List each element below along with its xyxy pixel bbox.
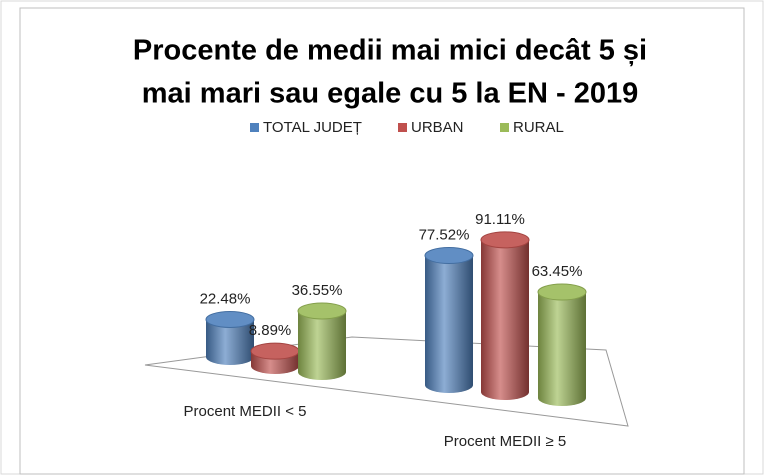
cylinder-top <box>480 231 530 249</box>
cylinder-top <box>205 310 255 328</box>
cylinder <box>298 310 346 372</box>
legend-swatch <box>250 123 259 132</box>
cylinder-top <box>297 302 347 320</box>
cylinder-top <box>537 283 587 301</box>
legend-label: RURAL <box>513 119 564 136</box>
value-label: 22.48% <box>200 290 251 307</box>
chart-border <box>19 7 745 475</box>
legend-swatch <box>398 123 407 132</box>
cylinder <box>481 239 529 392</box>
value-label: 91.11% <box>475 211 525 228</box>
value-label: 36.55% <box>292 282 343 299</box>
chart-title: mai mari sau egale cu 5 la EN - 2019 <box>142 78 638 110</box>
value-label: 63.45% <box>532 263 583 280</box>
legend-swatch <box>500 123 509 132</box>
value-label: 8.89% <box>249 322 292 339</box>
cylinder-top <box>250 342 300 360</box>
legend-label: URBAN <box>411 119 464 136</box>
cylinder <box>425 255 473 385</box>
cylinder-top <box>424 247 474 265</box>
x-tick-label: Procent MEDII ≥ 5 <box>444 433 566 450</box>
cylinder <box>538 292 586 398</box>
legend-label: TOTAL JUDEȚ <box>263 119 362 136</box>
x-tick-label: Procent MEDII < 5 <box>184 403 307 420</box>
chart-title: Procente de medii mai mici decât 5 și <box>133 35 647 67</box>
value-label: 77.52% <box>419 227 470 244</box>
